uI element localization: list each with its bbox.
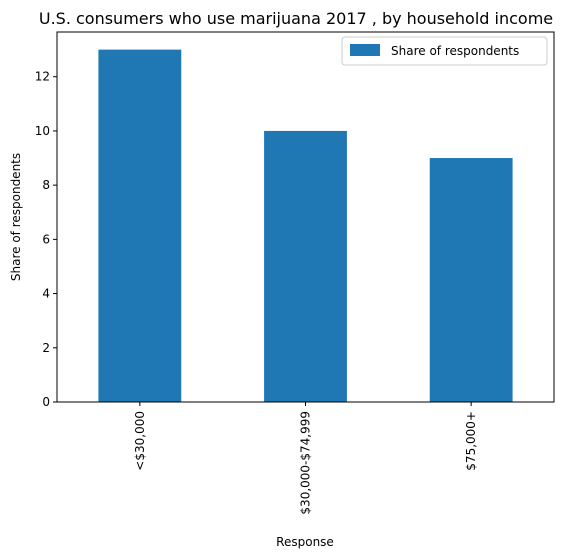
x-tick-label-1: $30,000-$74,999: [299, 411, 313, 515]
legend-label: Share of respondents: [391, 44, 519, 58]
legend-box: [341, 36, 548, 66]
y-axis-label: Share of respondents: [9, 153, 23, 281]
bar-1: [264, 130, 347, 402]
y-tick-label-6: 12: [35, 70, 50, 84]
y-tick-label-1: 2: [42, 341, 50, 355]
y-tick-label-4: 8: [42, 178, 50, 192]
x-tick-label-2: $75,000+: [464, 411, 478, 471]
legend: Share of respondents: [341, 36, 548, 66]
chart-title: U.S. consumers who use marijuana 2017 , …: [39, 9, 553, 28]
y-tick-label-5: 10: [35, 124, 50, 138]
plot-frame: [56, 31, 555, 403]
bar-2: [429, 158, 513, 402]
x-tick-label-0: <$30,000: [133, 411, 147, 471]
y-axis: 0 2 4 6 8 10 12: [35, 70, 57, 409]
bars-group: [98, 49, 513, 402]
x-axis: <$30,000 $30,000-$74,999 $75,000+: [133, 402, 478, 515]
x-axis-label: Response: [276, 535, 334, 549]
legend-swatch: [350, 44, 380, 56]
y-tick-label-2: 4: [42, 287, 50, 301]
y-tick-label-3: 6: [42, 232, 50, 246]
bar-0: [98, 49, 182, 402]
y-tick-label-0: 0: [42, 395, 50, 409]
